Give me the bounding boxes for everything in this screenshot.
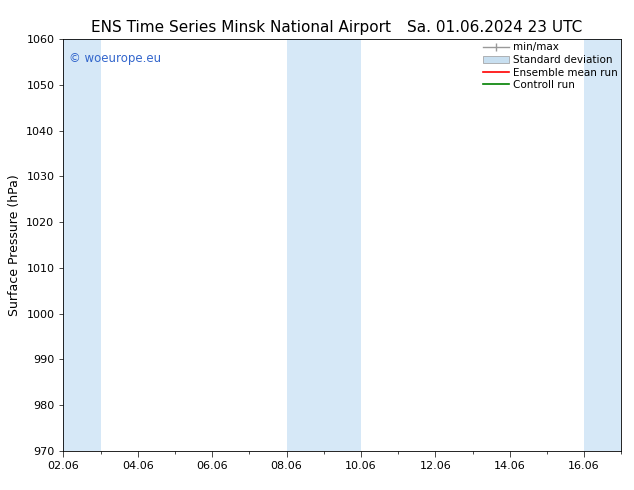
Text: Sa. 01.06.2024 23 UTC: Sa. 01.06.2024 23 UTC <box>407 20 582 35</box>
Text: ENS Time Series Minsk National Airport: ENS Time Series Minsk National Airport <box>91 20 391 35</box>
Bar <box>287 39 361 451</box>
Bar <box>63 39 101 451</box>
Legend: min/max, Standard deviation, Ensemble mean run, Controll run: min/max, Standard deviation, Ensemble me… <box>483 42 618 90</box>
Text: © woeurope.eu: © woeurope.eu <box>69 51 161 65</box>
Y-axis label: Surface Pressure (hPa): Surface Pressure (hPa) <box>8 174 21 316</box>
Bar <box>584 39 621 451</box>
